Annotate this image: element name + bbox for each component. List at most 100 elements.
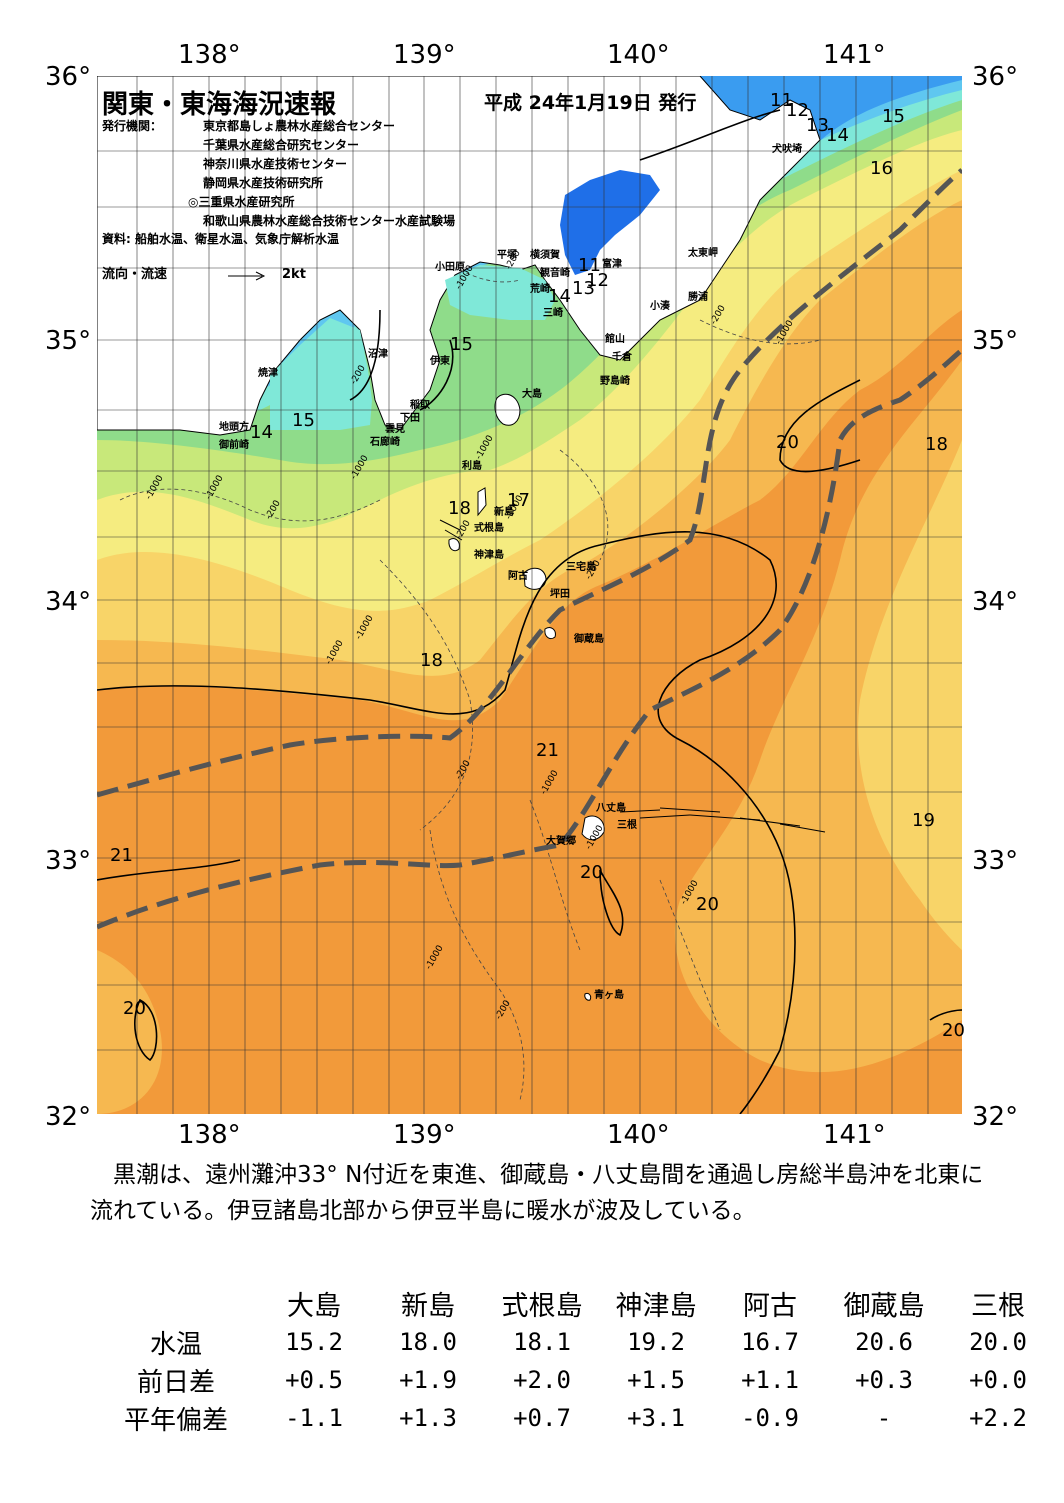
summary-text: 黒潮は、遠州灘沖33° N付近を東進、御蔵島・八丈島間を通過し房総半島沖を北東に… bbox=[90, 1157, 990, 1229]
table-cell: +0.0 bbox=[969, 1366, 1027, 1394]
page-title: 関東・東海海況速報 bbox=[102, 90, 337, 120]
depth-contours bbox=[119, 269, 821, 1101]
table-cell: 18.1 bbox=[513, 1328, 571, 1356]
table-row: 水温 15.2 18.0 18.1 19.2 16.7 20.6 20.0 bbox=[95, 1323, 1055, 1361]
place-kozushima: 神津島 bbox=[474, 550, 504, 561]
aogashima-island bbox=[584, 993, 592, 1001]
lat-label-left-35: 35° bbox=[45, 326, 92, 356]
lat-label-right-34: 34° bbox=[972, 587, 1019, 617]
isotherm-label: 16 bbox=[870, 158, 893, 179]
station-header: 阿古 bbox=[743, 1291, 797, 1322]
mikurajima-island bbox=[544, 627, 556, 640]
table-row: 前日差 +0.5 +1.9 +2.0 +1.5 +1.1 +0.3 +0.0 bbox=[95, 1361, 1055, 1399]
lat-label-right-32: 32° bbox=[972, 1102, 1019, 1132]
place-ito: 伊東 bbox=[430, 356, 450, 367]
isotherm-label: 15 bbox=[292, 410, 315, 431]
isotherm-label: 19 bbox=[912, 810, 935, 831]
table-cell: 20.0 bbox=[969, 1328, 1027, 1356]
lon-label-bottom-140: 140° bbox=[607, 1120, 670, 1150]
place-irozaki: 石廊崎 bbox=[370, 437, 400, 448]
lon-label-bottom-141: 141° bbox=[823, 1120, 886, 1150]
station-header: 新島 bbox=[401, 1291, 455, 1322]
place-toshima: 利島 bbox=[462, 461, 482, 472]
isotherm-label: 11 bbox=[578, 255, 601, 276]
place-nojimazaki: 野島崎 bbox=[600, 376, 630, 387]
table-cell: -1.1 bbox=[285, 1404, 343, 1432]
place-jitogata: 地頭方 bbox=[219, 422, 249, 433]
place-miyakejima: 三宅島 bbox=[566, 562, 596, 573]
place-taitomisaki: 太東岬 bbox=[688, 248, 718, 259]
place-aogashima: 青ヶ島 bbox=[594, 990, 624, 1001]
table-cell: 20.6 bbox=[855, 1328, 913, 1356]
kozushima-island bbox=[448, 538, 460, 552]
place-mikurajima: 御蔵島 bbox=[574, 634, 604, 645]
isotherm-label: 20 bbox=[776, 432, 799, 453]
lat-label-left-36: 36° bbox=[45, 62, 92, 92]
isotherm-label: 12 bbox=[786, 100, 809, 121]
place-katsuura: 勝浦 bbox=[688, 292, 708, 303]
place-shimoda: 下田 bbox=[400, 413, 420, 424]
sea-surface-temperature-map: -200-1000-200-1000-1000 -1000-200-1000-10… bbox=[97, 76, 962, 1114]
row-label: 前日差 bbox=[136, 1367, 215, 1398]
place-shikinejima: 式根島 bbox=[474, 523, 504, 534]
sst-20-zone-sw bbox=[97, 950, 162, 1114]
table-cell: -0.9 bbox=[741, 1404, 799, 1432]
place-tsubota: 坪田 bbox=[550, 589, 570, 600]
station-header: 式根島 bbox=[501, 1291, 583, 1322]
place-yokosuka: 横須賀 bbox=[530, 250, 560, 261]
isotherm-label: 15 bbox=[282, 340, 283, 341]
station-temperature-table: 大島 新島 式根島 神津島 阿古 御蔵島 三根 水温 15.2 18.0 18.… bbox=[95, 1284, 1055, 1437]
isotherm-contours bbox=[97, 109, 962, 1114]
issue-date: 平成 24年1月19日 発行 bbox=[484, 92, 697, 114]
place-hiratsuka: 平塚 bbox=[497, 250, 517, 261]
place-arasaki: 荒崎 bbox=[530, 284, 550, 295]
sagami-bay bbox=[445, 265, 555, 320]
place-kominato: 小湊 bbox=[650, 301, 670, 312]
lon-label-bottom-138: 138° bbox=[178, 1120, 241, 1150]
isotherm-label: 14 bbox=[250, 422, 273, 443]
lat-label-left-33: 33° bbox=[45, 846, 92, 876]
publisher-4: 静岡県水産技術研究所 bbox=[203, 176, 324, 190]
row-label: 平年偏差 bbox=[123, 1405, 228, 1436]
lon-label-top-141: 141° bbox=[823, 40, 886, 70]
table-cell: 18.0 bbox=[399, 1328, 457, 1356]
station-header: 神津島 bbox=[615, 1291, 697, 1322]
lat-label-left-34: 34° bbox=[45, 587, 92, 617]
table-cell: +0.3 bbox=[855, 1366, 913, 1394]
lon-label-bottom-139: 139° bbox=[393, 1120, 456, 1150]
publisher-5: ◎三重県水産研究所 bbox=[188, 195, 295, 209]
sst-20-zone-east bbox=[674, 360, 962, 1073]
flow-legend-scale: 2kt bbox=[282, 267, 306, 282]
table-cell: +0.5 bbox=[285, 1366, 343, 1394]
table-cell: +2.0 bbox=[513, 1366, 571, 1394]
place-hachijojima: 八丈島 bbox=[596, 803, 626, 814]
isotherm-label: 15 bbox=[882, 106, 905, 127]
place-tateyama: 館山 bbox=[605, 334, 625, 345]
isotherm-label: 20 bbox=[580, 862, 603, 883]
lat-lon-grid bbox=[97, 76, 962, 1114]
isotherm-label: 18 bbox=[420, 650, 443, 671]
isotherm-label: 14 bbox=[826, 125, 849, 146]
land-honshu bbox=[97, 76, 821, 436]
table-cell: 16.7 bbox=[741, 1328, 799, 1356]
isotherm-label: 21 bbox=[110, 845, 133, 866]
publisher-1: 東京都島しょ農林水産総合センター bbox=[203, 119, 396, 133]
niijima-island bbox=[477, 487, 487, 517]
station-header: 御蔵島 bbox=[843, 1291, 925, 1322]
table-header-row: 大島 新島 式根島 神津島 阿古 御蔵島 三根 bbox=[95, 1284, 1055, 1323]
place-inatori: 稲取 bbox=[410, 400, 430, 411]
isotherm-label: 21 bbox=[536, 740, 559, 761]
place-yaizu: 焼津 bbox=[258, 368, 278, 379]
station-header: 大島 bbox=[287, 1291, 341, 1322]
table-cell: +1.5 bbox=[627, 1366, 685, 1394]
isotherm-label: 13 bbox=[806, 115, 829, 136]
table-cell: - bbox=[876, 1404, 892, 1432]
place-odawara: 小田原 bbox=[435, 262, 465, 273]
place-numazu: 沼津 bbox=[368, 349, 388, 360]
place-omaezaki: 御前崎 bbox=[219, 440, 249, 451]
lat-label-right-35: 35° bbox=[972, 326, 1019, 356]
isotherm-label: 20 bbox=[942, 1020, 965, 1041]
lon-label-top-139: 139° bbox=[393, 40, 456, 70]
place-okago: 大賀郷 bbox=[546, 836, 576, 847]
isotherm-label: 15 bbox=[450, 334, 473, 355]
